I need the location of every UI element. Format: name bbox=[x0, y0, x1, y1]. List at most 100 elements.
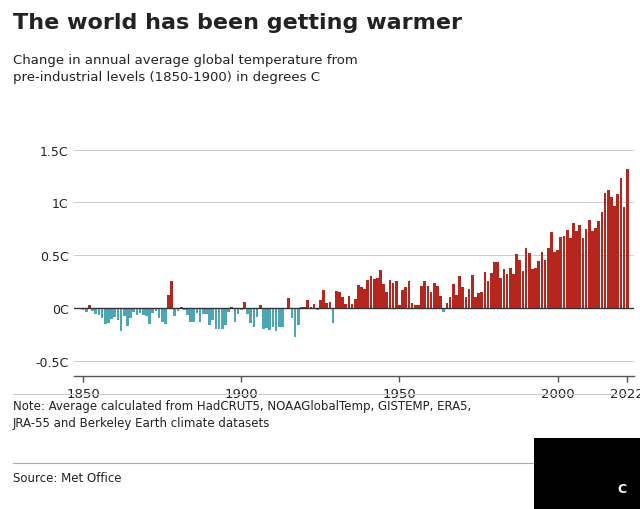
Bar bbox=[499, 279, 502, 308]
Bar bbox=[151, 308, 154, 314]
Bar bbox=[341, 298, 344, 308]
Bar bbox=[506, 274, 508, 308]
Bar bbox=[196, 308, 198, 314]
Bar bbox=[382, 284, 385, 308]
Bar bbox=[322, 290, 325, 308]
Bar bbox=[173, 308, 176, 317]
Bar bbox=[120, 308, 122, 331]
Bar bbox=[344, 304, 347, 308]
Bar bbox=[468, 289, 470, 308]
Bar bbox=[376, 279, 379, 308]
Bar bbox=[92, 308, 94, 312]
Bar bbox=[351, 304, 353, 308]
Bar bbox=[313, 304, 316, 308]
Bar bbox=[281, 308, 284, 327]
Bar bbox=[385, 293, 388, 308]
Bar bbox=[148, 308, 151, 324]
Bar bbox=[610, 197, 612, 308]
Bar bbox=[265, 308, 268, 328]
Text: Source: Met Office: Source: Met Office bbox=[13, 471, 122, 484]
Bar bbox=[271, 308, 275, 327]
Bar bbox=[490, 273, 493, 308]
Bar bbox=[116, 308, 119, 321]
Bar bbox=[420, 286, 423, 308]
Bar bbox=[294, 308, 296, 337]
Bar bbox=[85, 308, 88, 313]
Bar bbox=[534, 268, 537, 308]
Bar bbox=[471, 275, 474, 308]
Bar bbox=[433, 283, 436, 308]
Bar bbox=[493, 263, 496, 308]
Bar bbox=[104, 308, 107, 324]
Bar bbox=[113, 308, 116, 318]
Bar bbox=[167, 296, 170, 308]
Bar bbox=[531, 269, 534, 308]
Bar bbox=[218, 308, 221, 329]
Bar bbox=[145, 308, 148, 317]
Bar bbox=[335, 291, 337, 308]
Text: Note: Average calculated from HadCRUT5, NOAAGlobalTemp, GISTEMP, ERA5,
JRA-55 an: Note: Average calculated from HadCRUT5, … bbox=[13, 400, 471, 430]
Bar bbox=[95, 308, 97, 315]
Bar bbox=[579, 225, 581, 308]
Bar bbox=[436, 286, 439, 308]
Bar bbox=[481, 293, 483, 308]
Bar bbox=[626, 169, 628, 308]
Bar bbox=[404, 287, 407, 308]
Bar bbox=[100, 308, 104, 319]
Text: B: B bbox=[598, 482, 607, 495]
Bar bbox=[221, 308, 223, 329]
Bar bbox=[528, 253, 531, 308]
Bar bbox=[569, 239, 572, 308]
Bar bbox=[408, 282, 410, 308]
Bar bbox=[325, 303, 328, 308]
Bar bbox=[474, 298, 477, 308]
Bar bbox=[424, 282, 426, 308]
Bar bbox=[123, 308, 125, 317]
Bar bbox=[512, 274, 515, 308]
Bar bbox=[401, 290, 404, 308]
Bar bbox=[227, 308, 230, 313]
Bar bbox=[547, 248, 550, 308]
Text: C: C bbox=[618, 482, 627, 495]
Bar bbox=[484, 272, 486, 308]
Bar bbox=[237, 308, 239, 315]
Bar bbox=[525, 248, 527, 308]
Bar bbox=[430, 293, 433, 308]
Bar bbox=[398, 305, 401, 308]
Bar bbox=[411, 303, 413, 308]
Bar bbox=[132, 308, 135, 313]
Bar bbox=[623, 207, 625, 308]
Bar bbox=[360, 287, 363, 308]
Bar bbox=[319, 301, 322, 308]
Bar bbox=[297, 308, 300, 325]
Bar bbox=[224, 308, 227, 325]
Bar bbox=[157, 308, 161, 319]
Bar bbox=[240, 308, 243, 310]
Bar bbox=[556, 250, 559, 308]
Bar bbox=[522, 271, 524, 308]
Bar bbox=[414, 305, 417, 308]
Bar bbox=[370, 277, 372, 308]
Bar bbox=[136, 308, 138, 316]
Bar bbox=[515, 254, 518, 308]
Bar bbox=[502, 269, 505, 308]
Bar bbox=[439, 297, 442, 308]
Bar bbox=[449, 298, 451, 308]
Bar bbox=[253, 308, 255, 327]
Bar bbox=[445, 303, 448, 308]
Bar bbox=[303, 307, 306, 308]
Bar bbox=[189, 308, 192, 322]
Bar bbox=[518, 261, 521, 308]
Bar bbox=[170, 282, 173, 308]
Bar bbox=[88, 305, 91, 308]
Bar bbox=[427, 286, 429, 308]
Bar bbox=[585, 229, 588, 308]
Bar bbox=[250, 308, 252, 323]
Bar bbox=[348, 297, 350, 308]
Bar bbox=[455, 296, 458, 308]
Bar bbox=[364, 289, 366, 308]
Bar bbox=[278, 308, 280, 327]
Bar bbox=[373, 280, 376, 308]
Bar bbox=[177, 308, 179, 312]
Bar bbox=[287, 299, 290, 308]
